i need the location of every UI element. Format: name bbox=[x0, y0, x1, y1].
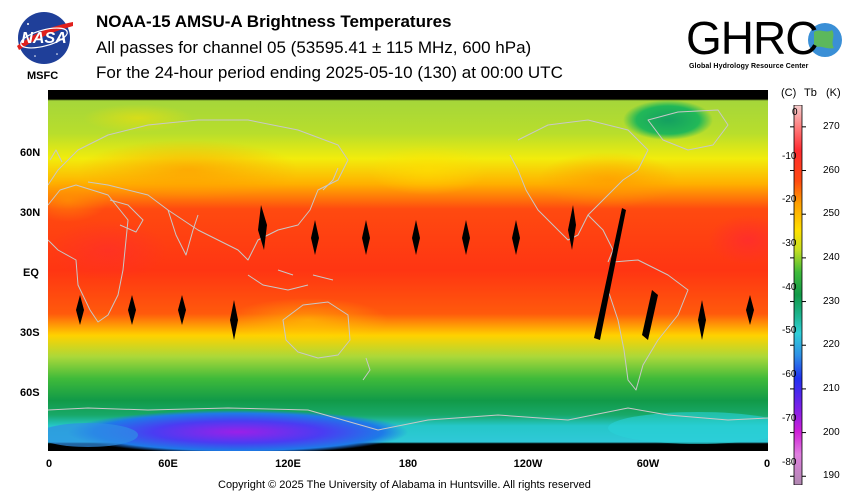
lat-label-30n: 30N bbox=[20, 207, 41, 219]
ghrc-logo-text: GHRC bbox=[686, 12, 817, 64]
lat-label-eq: EQ bbox=[23, 267, 39, 279]
colorbar-celsius-label: -30 bbox=[782, 238, 797, 250]
colorbar-kelvin-label: 220 bbox=[823, 339, 840, 351]
msfc-label: MSFC bbox=[27, 70, 59, 82]
colorbar-kelvin-label: 260 bbox=[823, 164, 840, 176]
ghrc-subtitle: Global Hydrology Resource Center bbox=[689, 63, 809, 70]
brightness-temperature-map bbox=[48, 90, 768, 451]
channel-description: All passes for channel 05 (53595.41 ± 11… bbox=[96, 38, 532, 57]
copyright-notice: Copyright © 2025 The University of Alaba… bbox=[218, 479, 591, 491]
colorbar-celsius-label: -70 bbox=[782, 412, 797, 424]
colorbar-kelvin-label: 240 bbox=[823, 251, 840, 263]
missing-data-gaps bbox=[76, 205, 754, 340]
coastlines bbox=[48, 109, 768, 431]
lon-label-120w: 120W bbox=[513, 458, 543, 470]
colorbar-kelvin-label: 230 bbox=[823, 295, 840, 307]
colorbar-celsius-label: -60 bbox=[782, 369, 797, 381]
colorbar-celsius-label: -40 bbox=[782, 281, 797, 293]
lat-label-30s: 30S bbox=[20, 327, 40, 339]
colorbar-kelvin-label: 190 bbox=[823, 470, 840, 482]
nasa-logo-text: NASA bbox=[21, 30, 66, 47]
lat-label-60s: 60S bbox=[20, 387, 40, 399]
colorbar-celsius-label: -80 bbox=[782, 456, 797, 468]
colorbar-header-k: (K) bbox=[826, 87, 841, 99]
colorbar-kelvin-label: 270 bbox=[823, 120, 840, 132]
colorbar-kelvin-label: 250 bbox=[823, 208, 840, 220]
time-period: For the 24-hour period ending 2025-05-10… bbox=[96, 63, 563, 82]
colorbar-header-c: (C) bbox=[781, 87, 797, 99]
lon-label-60e: 60E bbox=[158, 458, 178, 470]
lon-label-120e: 120E bbox=[275, 458, 301, 470]
lon-label-60w: 60W bbox=[636, 458, 660, 470]
colorbar-celsius-label: -10 bbox=[782, 150, 797, 162]
colorbar-header-tb: Tb bbox=[804, 87, 817, 99]
colorbar bbox=[790, 105, 806, 485]
lat-label-60n: 60N bbox=[20, 147, 41, 159]
colorbar-celsius-label: 0 bbox=[792, 107, 798, 119]
nasa-logo: NASA bbox=[17, 12, 73, 64]
colorbar-celsius-label: -50 bbox=[782, 325, 797, 337]
colorbar-kelvin-label: 200 bbox=[823, 426, 840, 438]
lon-label-0-left: 0 bbox=[45, 458, 53, 470]
lon-label-180: 180 bbox=[398, 458, 418, 470]
page-title: NOAA-15 AMSU-A Brightness Temperatures bbox=[96, 12, 452, 31]
colorbar-kelvin-label: 210 bbox=[823, 382, 840, 394]
colorbar-celsius-label: -20 bbox=[782, 194, 797, 206]
ghrc-logo: GHRC bbox=[686, 12, 842, 64]
lon-label-0-right: 0 bbox=[763, 458, 771, 470]
